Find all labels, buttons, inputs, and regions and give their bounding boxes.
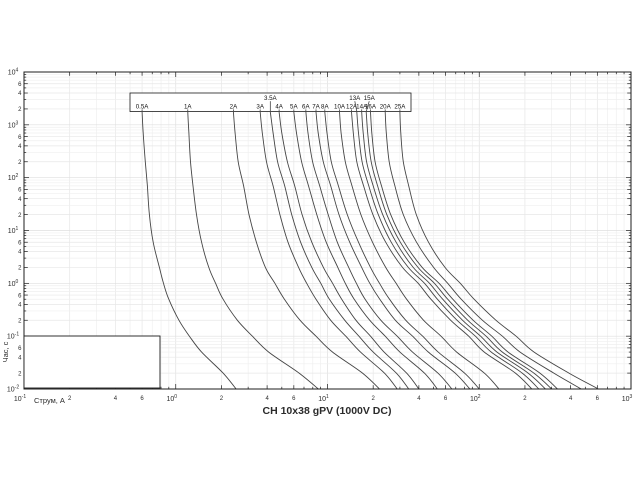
grid-layer bbox=[24, 72, 631, 389]
y-minor-tick-label: 4 bbox=[18, 144, 22, 150]
y-axis-label: Час, с bbox=[1, 341, 10, 362]
rating-label-12A: 12A bbox=[346, 104, 358, 111]
y-minor-tick-label: 4 bbox=[18, 355, 22, 361]
rating-label-20A: 20A bbox=[380, 104, 392, 111]
curve-8A bbox=[324, 111, 480, 390]
rating-label-0.5A: 0.5A bbox=[136, 104, 150, 111]
curve-10A bbox=[339, 111, 500, 390]
rating-label-14A: 14A bbox=[356, 104, 368, 111]
x-minor-tick-label: 4 bbox=[569, 396, 573, 402]
x-minor-tick-label: 2 bbox=[220, 396, 224, 402]
y-tick-label: 10-1 bbox=[7, 332, 19, 341]
y-minor-tick-label: 6 bbox=[18, 188, 22, 194]
y-minor-tick-label: 4 bbox=[18, 91, 22, 97]
x-axis-label: Струм, А bbox=[34, 396, 65, 405]
x-tick-label: 10-1 bbox=[14, 394, 26, 403]
x-minor-tick-label: 2 bbox=[523, 396, 527, 402]
y-minor-tick-label: 6 bbox=[18, 82, 22, 88]
y-minor-tick-label: 4 bbox=[18, 303, 22, 309]
rating-label-8A: 8A bbox=[321, 104, 329, 111]
rating-label-1A: 1A bbox=[184, 104, 192, 111]
y-minor-tick-label: 4 bbox=[18, 250, 22, 256]
x-minor-tick-label: 6 bbox=[444, 396, 448, 402]
rating-leader-15A bbox=[365, 101, 370, 112]
empty-note-box bbox=[23, 335, 161, 389]
x-minor-tick-label: 4 bbox=[417, 396, 421, 402]
y-minor-tick-label: 6 bbox=[18, 240, 22, 246]
curve-layer bbox=[141, 111, 599, 390]
x-tick-label: 102 bbox=[470, 394, 481, 403]
y-minor-tick-label: 2 bbox=[18, 266, 22, 272]
y-tick-label: 100 bbox=[8, 279, 19, 288]
rating-label-16A: 16A bbox=[365, 104, 377, 111]
x-minor-tick-label: 6 bbox=[292, 396, 296, 402]
y-minor-tick-label: 6 bbox=[18, 293, 22, 299]
y-minor-tick-label: 2 bbox=[18, 160, 22, 166]
y-minor-tick-label: 4 bbox=[18, 197, 22, 203]
rating-label-10A: 10A bbox=[334, 104, 346, 111]
curve-6A bbox=[305, 111, 453, 390]
curve-1A bbox=[187, 111, 319, 390]
curve-3.5A bbox=[269, 111, 410, 390]
curve-3A bbox=[259, 111, 398, 390]
y-tick-label: 101 bbox=[8, 226, 19, 235]
y-minor-tick-label: 6 bbox=[18, 135, 22, 141]
rating-label-3A: 3A bbox=[256, 104, 264, 111]
rating-label-5A: 5A bbox=[290, 104, 298, 111]
rating-label-7A: 7A bbox=[312, 104, 320, 111]
curve-15A bbox=[365, 111, 553, 390]
rating-label-15A: 15A bbox=[364, 95, 376, 102]
curve-5A bbox=[293, 111, 438, 390]
rating-label-4A: 4A bbox=[275, 104, 283, 111]
y-minor-tick-label: 2 bbox=[18, 213, 22, 219]
y-minor-tick-label: 2 bbox=[18, 318, 22, 324]
curve-14A bbox=[361, 111, 546, 390]
curve-13A bbox=[356, 111, 540, 390]
x-tick-label: 103 bbox=[622, 394, 633, 403]
tick-label-layer: 10-1 2 4 6 100 2 4 6 101 2 4 6 102 2 4 6 103 104 6 4 2 103 6 4 2… bbox=[7, 68, 633, 404]
rating-label-box-layer: 0.5A 1A 2A 3A3.5A 4A 5A 6A 7A 8A 10A 12A 13A 14A 15A 1… bbox=[129, 92, 412, 112]
y-minor-tick-label: 2 bbox=[18, 107, 22, 113]
rating-label-6A: 6A bbox=[302, 104, 310, 111]
y-tick-label: 10-2 bbox=[7, 385, 19, 394]
x-tick-label: 101 bbox=[318, 394, 329, 403]
curve-16A bbox=[370, 111, 558, 390]
plot-frame bbox=[23, 71, 632, 390]
y-tick-label: 102 bbox=[8, 173, 19, 182]
y-minor-tick-label: 6 bbox=[18, 346, 22, 352]
x-minor-tick-label: 6 bbox=[140, 396, 144, 402]
y-tick-label: 103 bbox=[8, 120, 19, 129]
rating-label-3.5A: 3.5A bbox=[264, 95, 278, 102]
x-minor-tick-label: 4 bbox=[114, 396, 118, 402]
x-minor-tick-label: 2 bbox=[372, 396, 376, 402]
curve-4A bbox=[278, 111, 420, 390]
rating-label-25A: 25A bbox=[394, 104, 406, 111]
chart-title: CH 10x38 gPV (1000V DC) bbox=[263, 405, 392, 417]
x-tick-label: 100 bbox=[166, 394, 177, 403]
x-minor-tick-label: 2 bbox=[68, 396, 72, 402]
rating-leader-13A bbox=[354, 101, 358, 112]
rating-label-13A: 13A bbox=[349, 95, 361, 102]
curve-25A bbox=[399, 111, 599, 390]
rating-label-2A: 2A bbox=[230, 104, 238, 111]
x-minor-tick-label: 6 bbox=[596, 396, 600, 402]
curve-7A bbox=[315, 111, 471, 390]
curve-2A bbox=[232, 111, 380, 390]
curve-20A bbox=[384, 111, 582, 390]
curve-12A bbox=[351, 111, 533, 390]
y-tick-label: 104 bbox=[8, 68, 19, 77]
curve-0.5A bbox=[141, 111, 237, 390]
y-minor-tick-label: 2 bbox=[18, 371, 22, 377]
x-minor-tick-label: 4 bbox=[265, 396, 269, 402]
